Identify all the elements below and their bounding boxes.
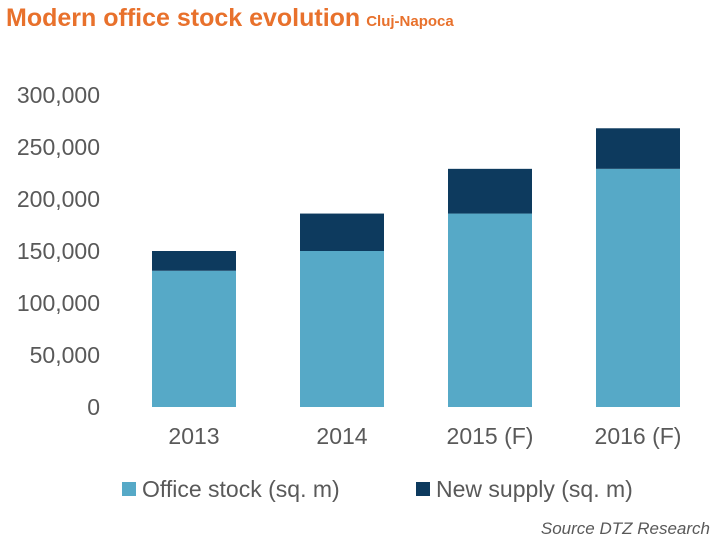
bar-office-stock xyxy=(300,251,384,407)
legend-swatch-new-supply xyxy=(416,482,430,496)
chart-title-block: Modern office stock evolution Cluj-Napoca xyxy=(6,4,454,33)
chart-subtitle: Cluj-Napoca xyxy=(366,13,454,30)
bar-new-supply xyxy=(448,168,532,214)
source-note: Source DTZ Research xyxy=(540,519,710,538)
bar-new-supply xyxy=(300,213,384,251)
chart-title: Modern office stock evolution xyxy=(6,4,361,32)
bar-new-supply xyxy=(152,251,236,271)
bar-office-stock xyxy=(448,213,532,407)
y-tick-label: 250,000 xyxy=(17,134,100,160)
legend-label-office-stock: Office stock (sq. m) xyxy=(142,476,340,502)
x-tick-label: 2014 xyxy=(316,423,367,449)
legend-label-new-supply: New supply (sq. m) xyxy=(436,476,633,502)
x-tick-label: 2016 (F) xyxy=(595,423,682,449)
bar-office-stock xyxy=(596,168,680,407)
x-tick-label: 2015 (F) xyxy=(447,423,534,449)
y-tick-label: 150,000 xyxy=(17,238,100,264)
y-tick-label: 50,000 xyxy=(30,342,100,368)
legend-swatch-office-stock xyxy=(122,482,136,496)
y-tick-label: 300,000 xyxy=(17,82,100,108)
x-tick-label: 2013 xyxy=(168,423,219,449)
bar-new-supply xyxy=(596,128,680,169)
y-tick-label: 0 xyxy=(87,394,100,420)
y-tick-label: 100,000 xyxy=(17,290,100,316)
bar-office-stock xyxy=(152,270,236,407)
y-tick-label: 200,000 xyxy=(17,186,100,212)
